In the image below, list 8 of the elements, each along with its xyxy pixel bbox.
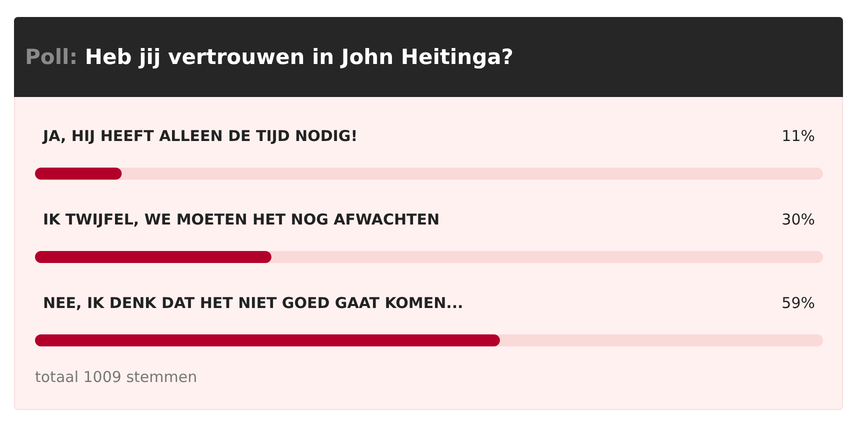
annotation: totaal 1009 stemmen: [35, 368, 198, 386]
y-tick-label: IK TWIJFEL, WE MOETEN HET NOG AFWACHTEN: [43, 210, 440, 228]
data-label: 30%: [782, 210, 815, 228]
data-label: 59%: [782, 294, 815, 312]
y-tick-label: NEE, IK DENK DAT HET NIET GOED GAAT KOMEN...: [43, 294, 464, 312]
y-tick-label: JA, HIJ HEEFT ALLEEN DE TIJD NODIG!: [42, 127, 358, 146]
chart-title: Poll: Heb jij vertrouwen in John Heitinga?: [25, 45, 514, 69]
data-label: 11%: [782, 127, 815, 146]
